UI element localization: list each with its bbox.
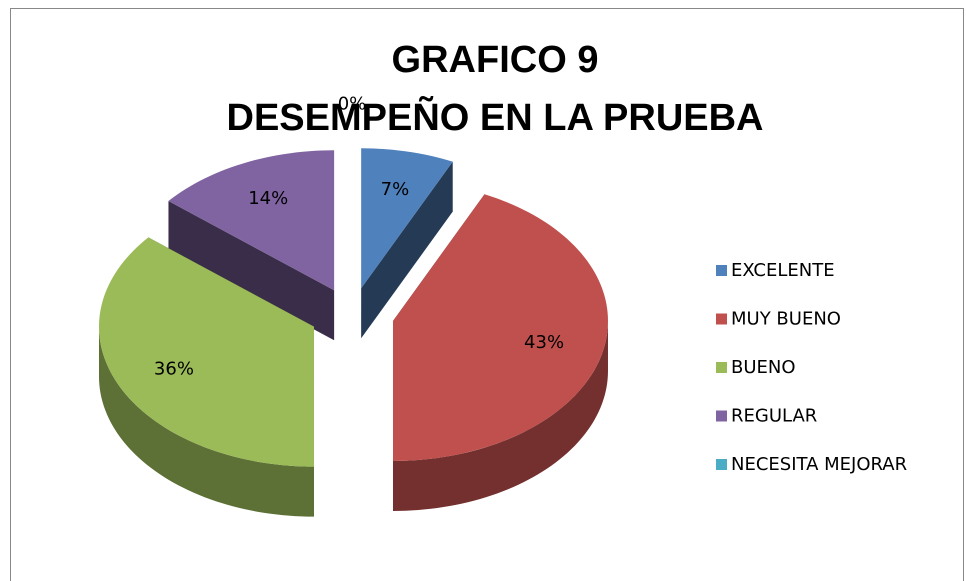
legend-swatch: [716, 313, 727, 325]
legend-label: EXCELENTE: [731, 260, 835, 281]
slice-side: [361, 161, 453, 339]
legend-swatch: [716, 362, 727, 373]
data-label: 36%: [154, 359, 194, 380]
data-label: 14%: [248, 188, 288, 209]
pie-slice: [392, 194, 608, 461]
chart-title: DESEMPEÑO EN LA PRUEBA: [227, 95, 764, 139]
legend-swatch: [716, 459, 727, 470]
chart-title: GRAFICO 9: [392, 39, 599, 81]
data-label: 0%: [338, 94, 367, 115]
data-label: 7%: [381, 179, 410, 200]
legend-label: BUENO: [731, 357, 796, 378]
pie-slice: [168, 150, 335, 291]
slice-wall: [392, 320, 608, 511]
legend-swatch: [716, 410, 727, 422]
legend-label: MUY BUENO: [731, 309, 841, 330]
pie-slice: [99, 237, 314, 467]
slice-wall: [98, 326, 314, 517]
legend-swatch: [716, 265, 727, 276]
legend-label: REGULAR: [731, 406, 817, 427]
legend-label: NECESITA MEJORAR: [731, 454, 907, 475]
pie-slice: [361, 148, 453, 289]
data-label: 43%: [524, 332, 564, 353]
slice-side: [168, 201, 335, 341]
